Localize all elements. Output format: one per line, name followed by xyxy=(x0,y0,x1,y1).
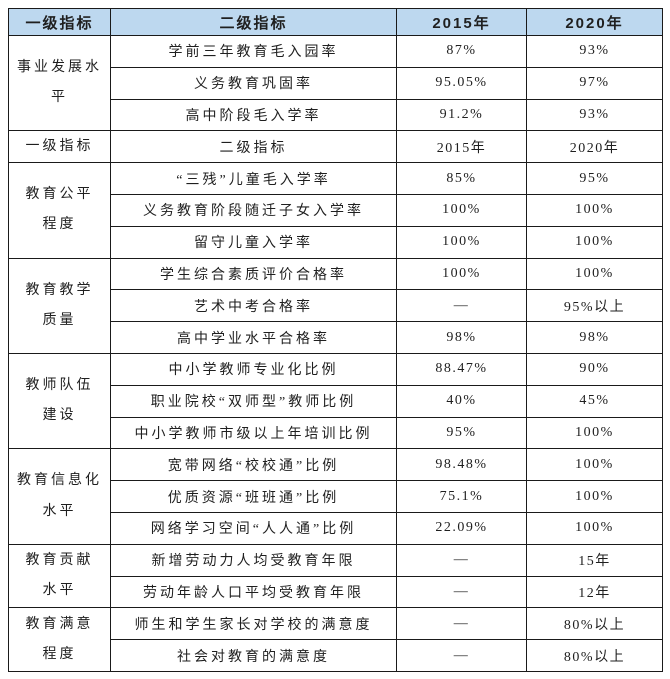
value-2020-cell: 95%以上 xyxy=(526,289,663,323)
table-row: 教育满意 程度 师生和学生家长对学校的满意度 — 80%以上 xyxy=(8,607,663,672)
table-row: 事业发展水 平 学前三年教育毛入园率 87% 93% xyxy=(8,34,663,132)
indicator-cell: 学前三年教育毛入园率 xyxy=(110,35,397,68)
value-2015-cell: 87% xyxy=(396,35,527,68)
indicator-cell: 二级指标 xyxy=(110,130,397,164)
indicator-cell: 社会对教育的满意度 xyxy=(110,639,397,672)
table-row: 义务教育阶段随迁子女入学率 100% 100% xyxy=(9,193,663,227)
indicator-cell: 宽带网络“校校通”比例 xyxy=(110,448,397,482)
value-2015-cell: — xyxy=(396,543,527,577)
value-2020-cell: 100% xyxy=(526,480,663,513)
table-row: 教育贡献 水平 新增劳动力人均受教育年限 — 15年 xyxy=(8,543,663,609)
table-header-row: 一级指标 二级指标 2015年 2020年 xyxy=(8,8,663,36)
value-2015-cell: 22.09% xyxy=(396,511,527,545)
indicator-cell: 义务教育巩固率 xyxy=(110,66,397,100)
group-cell: 教育教学 质量 xyxy=(8,257,111,354)
indicator-cell: “三残”儿童毛入学率 xyxy=(110,162,397,195)
table-row: 教育信息化 水平 宽带网络“校校通”比例 98.48% 100% xyxy=(8,448,663,545)
indicator-cell: 义务教育阶段随迁子女入学率 xyxy=(110,193,397,227)
table-row: 社会对教育的满意度 — 80%以上 xyxy=(9,639,663,672)
value-2015-cell: — xyxy=(396,639,527,672)
indicator-cell: 学生综合素质评价合格率 xyxy=(110,257,397,291)
value-2020-cell: 93% xyxy=(526,35,663,68)
table-row: 教育教学 质量 学生综合素质评价合格率 100% 100% xyxy=(8,257,663,354)
group-cell: 事业发展水 平 xyxy=(8,34,111,132)
indicator-cell: 优质资源“班班通”比例 xyxy=(110,480,397,513)
table-row: 教育公平 程度 “三残”儿童毛入学率 85% 95% xyxy=(8,162,663,259)
value-2020-cell: 100% xyxy=(526,511,663,545)
value-2015-cell: 98.48% xyxy=(396,448,527,482)
indicator-cell: 师生和学生家长对学校的满意度 xyxy=(110,607,397,641)
group-cell: 教育信息化 水平 xyxy=(8,448,111,545)
table-row: 优质资源“班班通”比例 75.1% 100% xyxy=(9,480,663,513)
repeated-header-row: 一级指标 二级指标 2015年 2020年 xyxy=(8,130,663,164)
value-2020-cell: 45% xyxy=(526,384,663,418)
value-2020-cell: 90% xyxy=(526,352,663,386)
table-row: 网络学习空间“人人通”比例 22.09% 100% xyxy=(9,511,663,545)
value-2020-cell: 12年 xyxy=(526,575,663,609)
value-2020-cell: 97% xyxy=(526,66,663,100)
table-row: 高中阶段毛入学率 91.2% 93% xyxy=(9,98,663,132)
indicator-cell: 高中学业水平合格率 xyxy=(110,321,397,354)
col-header-level2-indicator: 二级指标 xyxy=(110,8,397,36)
group-cell: 教师队伍 建设 xyxy=(8,352,111,450)
indicator-cell: 中小学教师专业化比例 xyxy=(110,352,397,386)
value-2015-cell: 95% xyxy=(396,416,527,450)
value-2020-cell: 100% xyxy=(526,257,663,291)
value-2020-cell: 80%以上 xyxy=(526,639,663,672)
value-2015-cell: 100% xyxy=(396,225,527,259)
col-header-level1-indicator: 一级指标 xyxy=(8,8,111,36)
value-2015-cell: 95.05% xyxy=(396,66,527,100)
value-2020-cell: 100% xyxy=(526,225,663,259)
indicator-cell: 留守儿童入学率 xyxy=(110,225,397,259)
table-row: 劳动年龄人口平均受教育年限 — 12年 xyxy=(9,575,663,609)
value-2020-cell: 2020年 xyxy=(526,130,663,164)
value-2015-cell: 100% xyxy=(396,257,527,291)
group-cell: 教育贡献 水平 xyxy=(8,543,111,609)
value-2015-cell: — xyxy=(396,289,527,323)
indicator-cell: 中小学教师市级以上年培训比例 xyxy=(110,416,397,450)
indicator-cell: 网络学习空间“人人通”比例 xyxy=(110,511,397,545)
value-2015-cell: 40% xyxy=(396,384,527,418)
indicator-cell: 劳动年龄人口平均受教育年限 xyxy=(110,575,397,609)
value-2020-cell: 98% xyxy=(526,321,663,354)
col-header-2020: 2020年 xyxy=(526,8,663,36)
value-2015-cell: — xyxy=(396,575,527,609)
table-row: 中小学教师市级以上年培训比例 95% 100% xyxy=(9,416,663,450)
indicator-cell: 职业院校“双师型”教师比例 xyxy=(110,384,397,418)
group-cell: 教育公平 程度 xyxy=(8,162,111,259)
value-2020-cell: 100% xyxy=(526,416,663,450)
value-2020-cell: 100% xyxy=(526,448,663,482)
indicators-table: 一级指标 二级指标 2015年 2020年 事业发展水 平 学前三年教育毛入园率… xyxy=(8,8,663,672)
value-2020-cell: 95% xyxy=(526,162,663,195)
table-row: 艺术中考合格率 — 95%以上 xyxy=(9,289,663,323)
value-2015-cell: 85% xyxy=(396,162,527,195)
value-2020-cell: 93% xyxy=(526,98,663,132)
indicator-cell: 高中阶段毛入学率 xyxy=(110,98,397,132)
value-2020-cell: 100% xyxy=(526,193,663,227)
value-2015-cell: 88.47% xyxy=(396,352,527,386)
group-cell: 教育满意 程度 xyxy=(8,607,111,672)
table-row: 职业院校“双师型”教师比例 40% 45% xyxy=(9,384,663,418)
table-row: 教师队伍 建设 中小学教师专业化比例 88.47% 90% xyxy=(8,352,663,450)
table-row: 义务教育巩固率 95.05% 97% xyxy=(9,66,663,100)
value-2015-cell: — xyxy=(396,607,527,641)
group-cell: 一级指标 xyxy=(8,130,111,164)
value-2015-cell: 100% xyxy=(396,193,527,227)
col-header-2015: 2015年 xyxy=(396,8,527,36)
value-2020-cell: 15年 xyxy=(526,543,663,577)
indicator-cell: 新增劳动力人均受教育年限 xyxy=(110,543,397,577)
value-2015-cell: 98% xyxy=(396,321,527,354)
table-row: 高中学业水平合格率 98% 98% xyxy=(9,321,663,354)
value-2015-cell: 2015年 xyxy=(396,130,527,164)
value-2015-cell: 75.1% xyxy=(396,480,527,513)
value-2015-cell: 91.2% xyxy=(396,98,527,132)
table-row: 留守儿童入学率 100% 100% xyxy=(9,225,663,259)
indicator-cell: 艺术中考合格率 xyxy=(110,289,397,323)
value-2020-cell: 80%以上 xyxy=(526,607,663,641)
